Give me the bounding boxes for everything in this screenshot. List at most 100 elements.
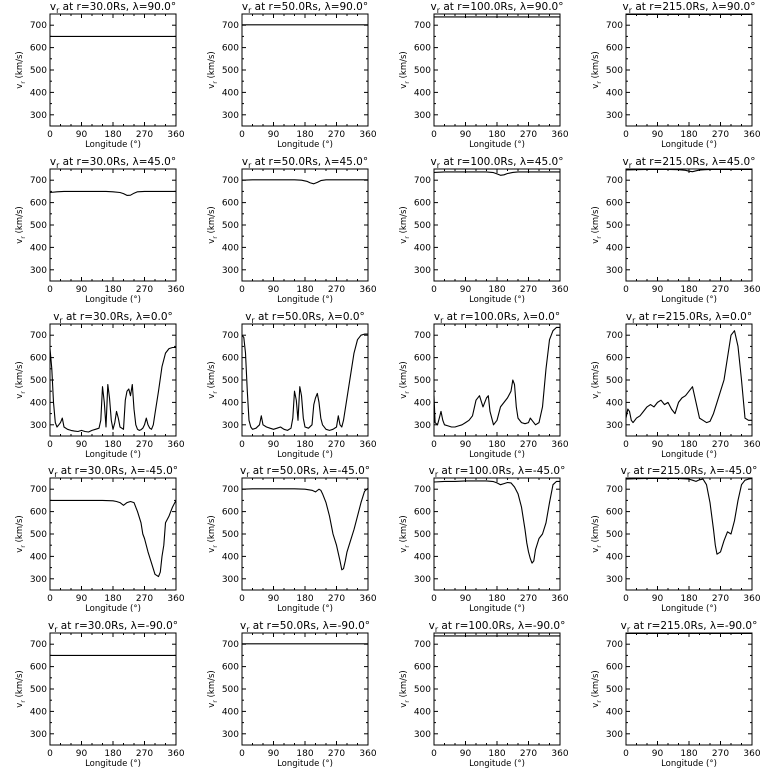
x-tick-label: 270 [328, 594, 345, 604]
series-line [625, 168, 752, 173]
y-tick-label: 500 [414, 530, 431, 540]
x-tick-label: 90 [76, 440, 88, 450]
x-axis-label: Longitude (°) [661, 604, 717, 614]
panel-title: vr at r=215.0Rs, λ=-45.0° [621, 465, 758, 479]
y-tick-label: 700 [414, 331, 431, 341]
series-line [433, 326, 560, 428]
y-tick-label: 300 [606, 266, 623, 276]
x-axis-label: Longitude (°) [469, 604, 525, 614]
y-tick-label: 500 [30, 376, 47, 386]
x-tick-label: 0 [47, 285, 53, 295]
x-axis-label: Longitude (°) [277, 450, 333, 460]
y-tick-label: 600 [30, 508, 47, 518]
y-axis-label: vr (km/s) [591, 51, 603, 89]
y-tick-label: 300 [30, 421, 47, 431]
y-axis-label: vr (km/s) [399, 51, 411, 89]
x-tick-label: 180 [296, 594, 313, 604]
panel-3-2: 0 90 180 270 360 300 400 500 600 700 vr at r=50.0R… [207, 311, 377, 460]
y-tick-label: 600 [222, 44, 239, 54]
x-axis-label: Longitude (°) [85, 759, 141, 768]
y-tick-label: 300 [414, 575, 431, 585]
panel-5-4: 0 90 180 270 360 300 400 500 600 700 vr at r=215.0… [591, 620, 761, 768]
y-tick-label: 300 [606, 575, 623, 585]
plot-frame [625, 13, 753, 127]
x-tick-label: 0 [239, 749, 245, 759]
y-tick-label: 500 [414, 685, 431, 695]
y-tick-label: 600 [222, 199, 239, 209]
x-tick-label: 90 [76, 594, 88, 604]
x-tick-label: 180 [488, 285, 505, 295]
x-tick-label: 180 [680, 749, 697, 759]
y-tick-label: 400 [30, 552, 47, 562]
x-tick-label: 0 [47, 440, 53, 450]
x-tick-label: 0 [47, 749, 53, 759]
x-tick-label: 360 [359, 749, 376, 759]
y-tick-label: 400 [222, 552, 239, 562]
y-tick-label: 700 [606, 21, 623, 31]
panel-title: vr at r=100.0Rs, λ=-45.0° [429, 465, 566, 479]
x-tick-label: 180 [296, 130, 313, 140]
y-tick-label: 300 [606, 111, 623, 121]
plot-frame [433, 168, 561, 282]
y-tick-label: 500 [222, 221, 239, 231]
x-tick-label: 0 [431, 440, 437, 450]
x-tick-label: 270 [520, 440, 537, 450]
x-tick-label: 270 [520, 130, 537, 140]
y-tick-label: 600 [30, 199, 47, 209]
y-tick-label: 500 [414, 376, 431, 386]
x-tick-label: 90 [460, 594, 472, 604]
y-tick-label: 600 [222, 663, 239, 673]
x-tick-label: 90 [460, 130, 472, 140]
x-tick-label: 90 [268, 285, 280, 295]
y-tick-label: 500 [606, 685, 623, 695]
x-tick-label: 360 [743, 130, 760, 140]
x-axis-label: Longitude (°) [469, 450, 525, 460]
y-tick-label: 400 [414, 243, 431, 253]
y-tick-label: 300 [414, 111, 431, 121]
panel-title: vr at r=30.0Rs, λ=45.0° [50, 156, 176, 170]
series-line [625, 477, 753, 555]
y-tick-label: 600 [414, 354, 431, 364]
x-tick-label: 180 [488, 130, 505, 140]
panel-title: vr at r=100.0Rs, λ=45.0° [431, 156, 564, 170]
y-tick-label: 700 [414, 640, 431, 650]
x-tick-label: 360 [551, 130, 568, 140]
y-tick-label: 500 [414, 66, 431, 76]
x-tick-label: 0 [431, 285, 437, 295]
y-tick-label: 600 [30, 44, 47, 54]
y-tick-label: 400 [222, 88, 239, 98]
x-tick-label: 0 [623, 440, 629, 450]
y-tick-label: 700 [606, 176, 623, 186]
y-axis-label: vr (km/s) [591, 515, 603, 553]
y-tick-label: 600 [606, 663, 623, 673]
x-tick-label: 180 [296, 285, 313, 295]
series-line [433, 171, 560, 176]
y-tick-label: 700 [222, 331, 239, 341]
y-tick-label: 600 [222, 508, 239, 518]
y-tick-label: 400 [222, 243, 239, 253]
y-tick-label: 400 [222, 398, 239, 408]
y-tick-label: 400 [414, 552, 431, 562]
plot-frame [625, 168, 753, 282]
x-tick-label: 270 [136, 285, 153, 295]
y-tick-label: 700 [606, 485, 623, 495]
x-axis-label: Longitude (°) [661, 140, 717, 150]
y-tick-label: 600 [222, 354, 239, 364]
y-tick-label: 300 [222, 266, 239, 276]
x-tick-label: 90 [268, 594, 280, 604]
y-tick-label: 500 [30, 530, 47, 540]
panel-title: vr at r=30.0Rs, λ=90.0° [50, 1, 176, 15]
x-tick-label: 270 [328, 285, 345, 295]
x-tick-label: 0 [431, 749, 437, 759]
plot-frame [625, 632, 753, 746]
x-tick-label: 0 [239, 594, 245, 604]
y-axis-label: vr (km/s) [399, 670, 411, 708]
x-axis-label: Longitude (°) [277, 295, 333, 305]
y-tick-label: 300 [222, 111, 239, 121]
y-tick-label: 500 [222, 376, 239, 386]
x-tick-label: 360 [359, 130, 376, 140]
